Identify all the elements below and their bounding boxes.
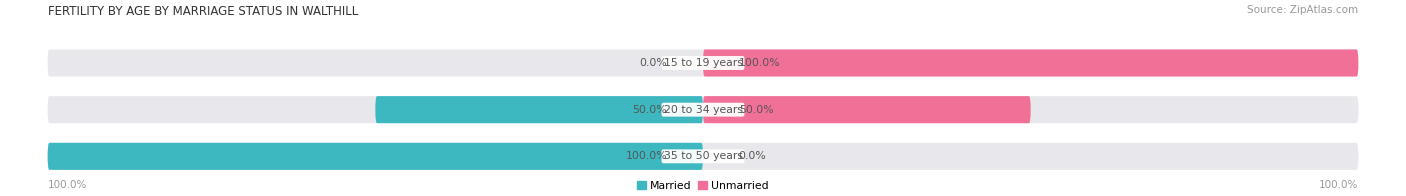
Text: 100.0%: 100.0% [1319,180,1358,190]
FancyBboxPatch shape [703,49,1358,76]
Text: 50.0%: 50.0% [738,105,773,115]
FancyBboxPatch shape [48,49,1358,76]
Text: 20 to 34 years: 20 to 34 years [664,105,742,115]
FancyBboxPatch shape [48,143,703,170]
Text: 0.0%: 0.0% [640,58,668,68]
Text: 100.0%: 100.0% [738,58,780,68]
Text: 0.0%: 0.0% [738,151,766,161]
Text: 100.0%: 100.0% [48,180,87,190]
FancyBboxPatch shape [48,96,1358,123]
Text: 100.0%: 100.0% [626,151,668,161]
Text: 50.0%: 50.0% [633,105,668,115]
Text: 15 to 19 years: 15 to 19 years [664,58,742,68]
Text: 35 to 50 years: 35 to 50 years [664,151,742,161]
Text: FERTILITY BY AGE BY MARRIAGE STATUS IN WALTHILL: FERTILITY BY AGE BY MARRIAGE STATUS IN W… [48,5,359,18]
FancyBboxPatch shape [375,96,703,123]
FancyBboxPatch shape [703,96,1031,123]
FancyBboxPatch shape [48,143,1358,170]
Legend: Married, Unmarried: Married, Unmarried [637,181,769,191]
Text: Source: ZipAtlas.com: Source: ZipAtlas.com [1247,5,1358,15]
